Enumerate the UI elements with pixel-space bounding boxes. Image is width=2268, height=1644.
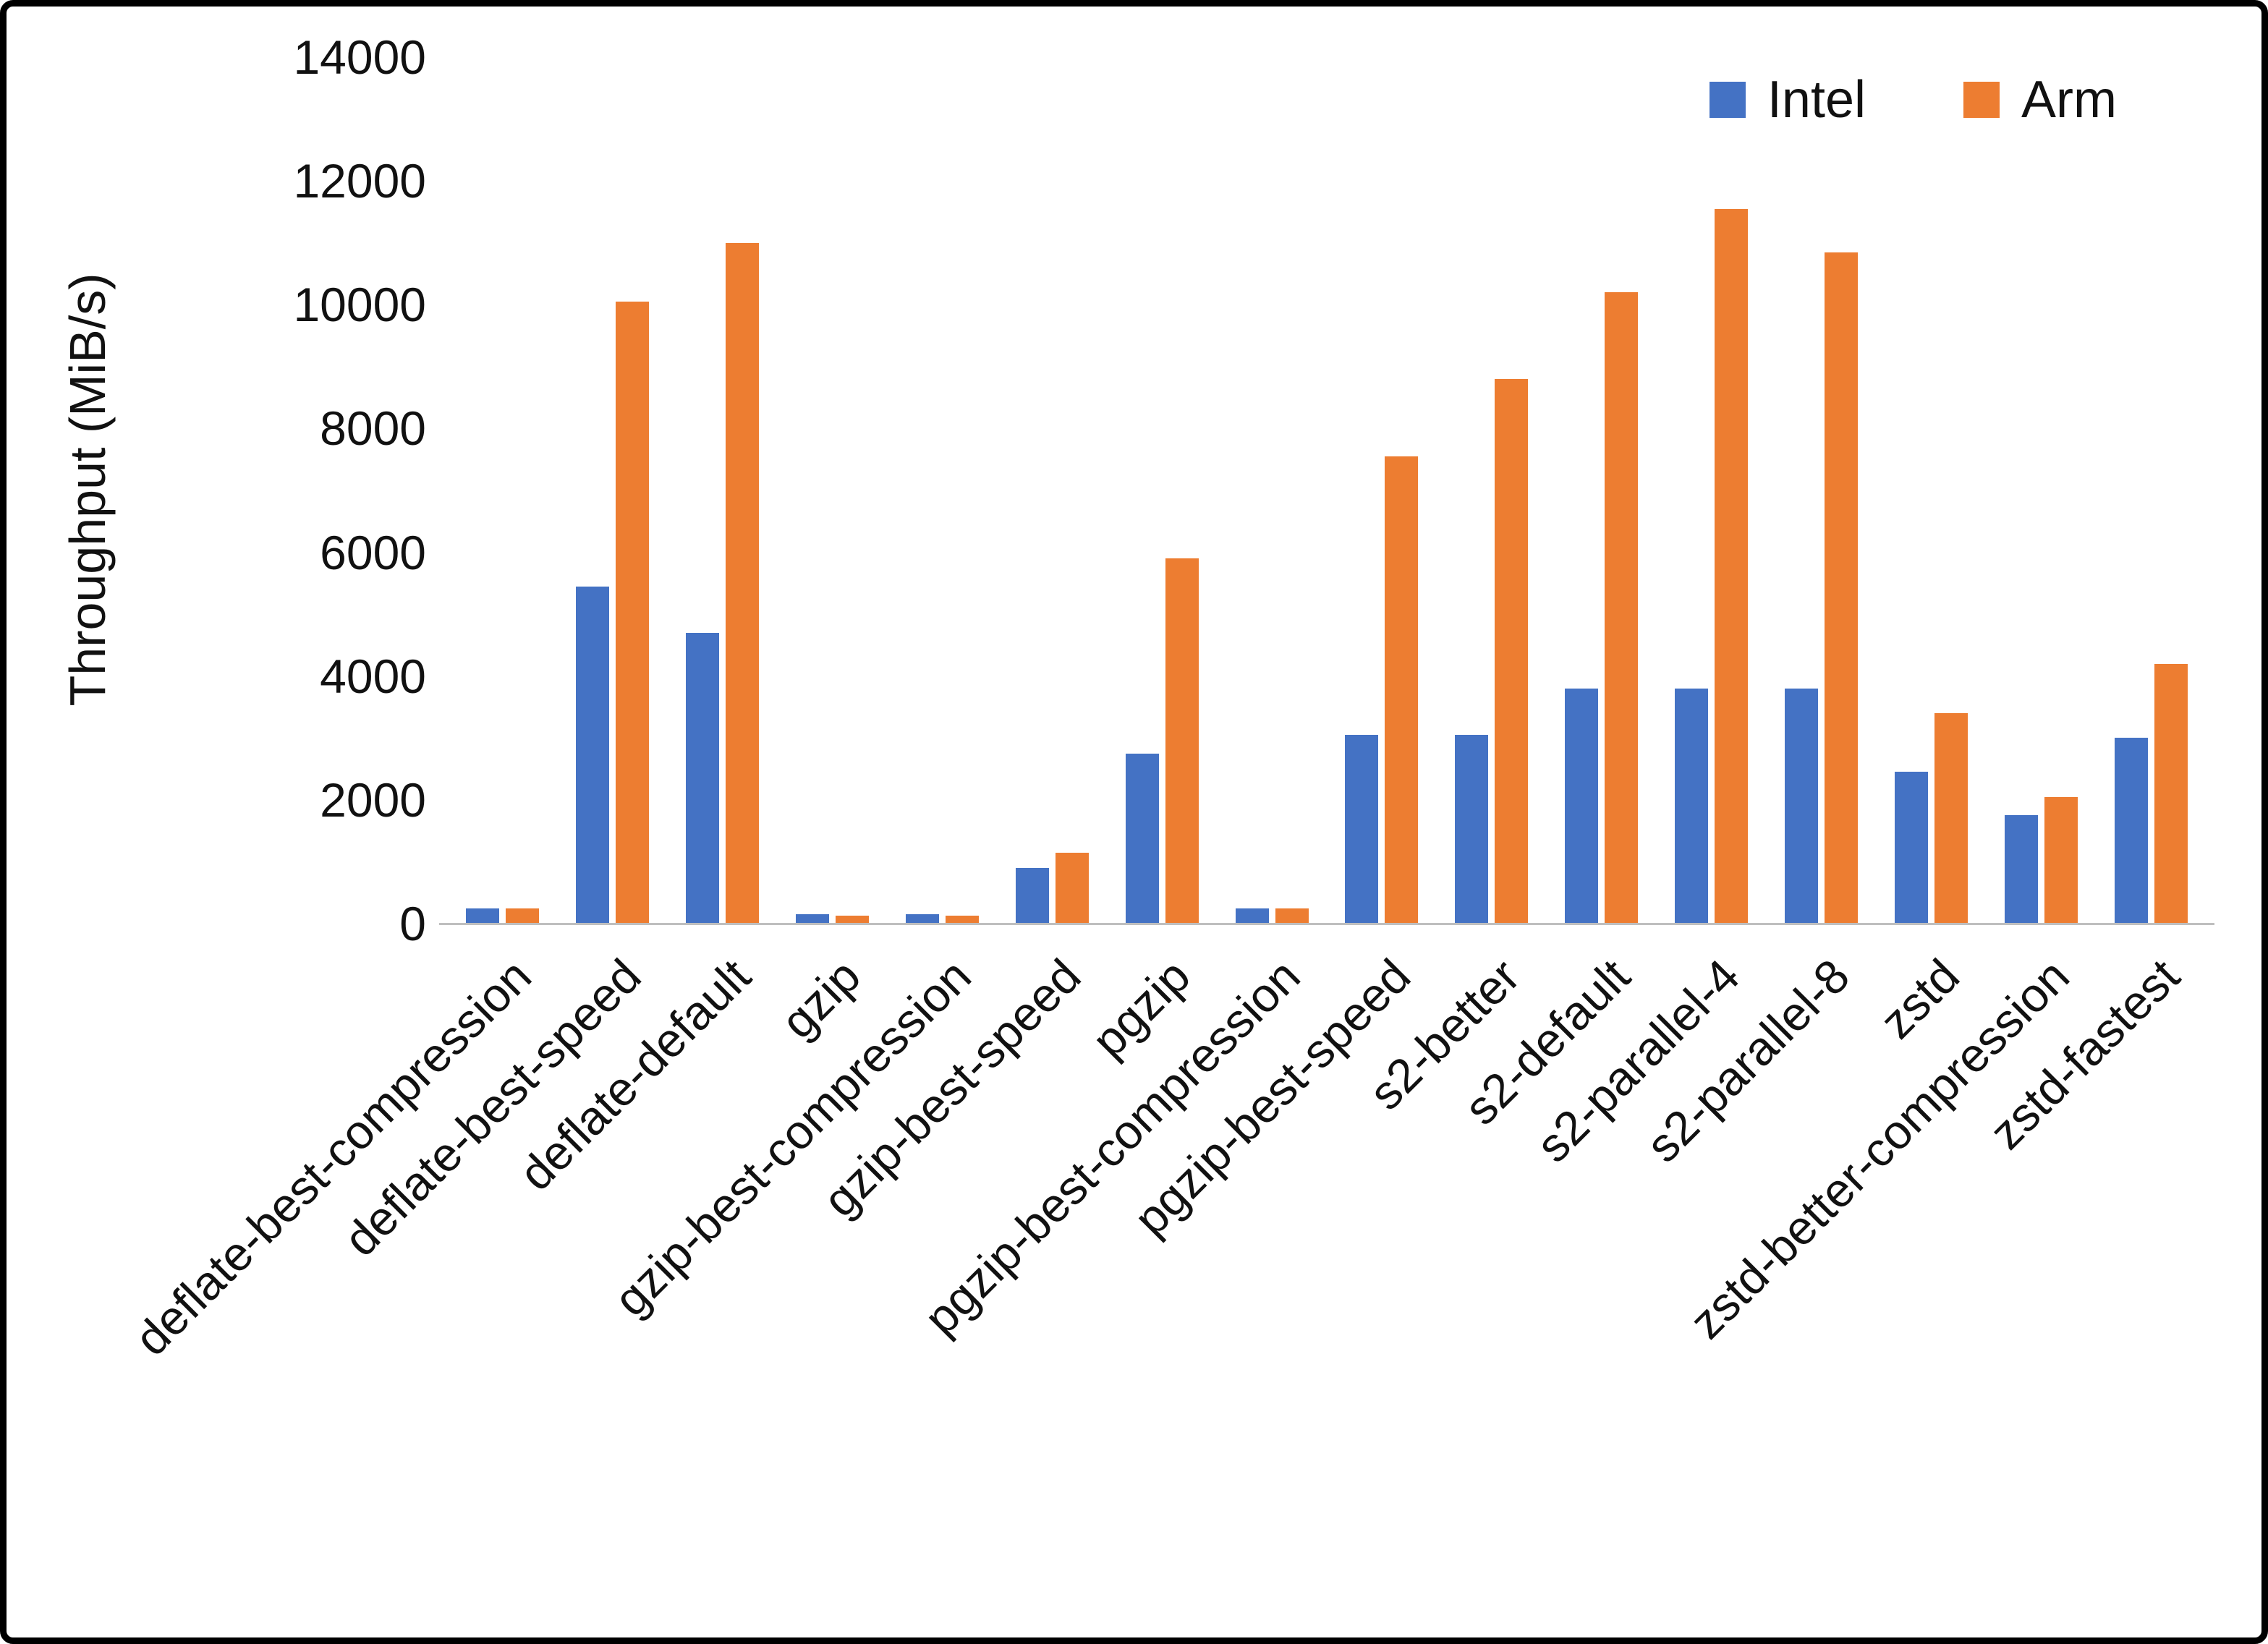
legend-swatch-intel [1709, 82, 1746, 118]
bar-intel-deflate-best-compression [466, 908, 500, 924]
bar-group-gzip-best-speed [997, 57, 1107, 924]
bar-group-zstd-better-compression [1986, 57, 2096, 924]
bar-intel-s2-parallel-8 [1784, 688, 1818, 924]
bar-group-s2-default [1547, 57, 1657, 924]
bar-group-gzip [778, 57, 888, 924]
bar-arm-deflate-best-compression [506, 908, 540, 924]
bar-intel-deflate-default [686, 632, 720, 924]
y-axis-tick: 14000 [293, 30, 426, 84]
bar-intel-pgzip-best-compression [1235, 908, 1269, 924]
legend: Intel Arm [1709, 70, 2117, 129]
bar-intel-zstd-fastest [2114, 738, 2148, 924]
y-axis-tick: 6000 [320, 525, 426, 579]
bar-arm-zstd-better-compression [2044, 796, 2078, 924]
legend-item-intel: Intel [1709, 70, 1866, 129]
x-axis-line [439, 923, 2214, 925]
y-axis: 0 2000 4000 6000 8000 10000 12000 14000 [180, 30, 426, 950]
y-axis-tick: 4000 [320, 649, 426, 703]
bar-group-pgzip-best-speed [1327, 57, 1437, 924]
bar-group-pgzip [1107, 57, 1217, 924]
bar-arm-gzip [836, 915, 870, 924]
plot-area [439, 57, 2214, 925]
bar-intel-pgzip [1125, 753, 1159, 924]
y-axis-tick: 0 [399, 897, 426, 950]
bar-intel-zstd [1894, 772, 1928, 924]
bar-arm-pgzip-best-compression [1275, 908, 1309, 924]
bar-group-deflate-default [668, 57, 778, 924]
y-axis-tick: 10000 [293, 278, 426, 332]
bars [448, 57, 2206, 924]
bar-intel-s2-better [1455, 735, 1489, 924]
bar-intel-s2-parallel-4 [1675, 688, 1709, 924]
bar-group-zstd-fastest [2096, 57, 2206, 924]
bar-arm-zstd-fastest [2154, 663, 2188, 924]
legend-label: Arm [2021, 71, 2117, 129]
legend-swatch-arm [1963, 82, 2000, 118]
bar-intel-pgzip-best-speed [1345, 735, 1379, 924]
bar-group-s2-parallel-4 [1657, 57, 1767, 924]
bar-arm-s2-default [1605, 292, 1639, 924]
bar-arm-gzip-best-compression [945, 915, 979, 924]
legend-label: Intel [1767, 71, 1866, 129]
bar-intel-s2-default [1565, 688, 1599, 924]
bar-group-s2-parallel-8 [1767, 57, 1877, 924]
bar-intel-zstd-better-compression [2004, 815, 2038, 924]
bar-intel-gzip [796, 914, 830, 924]
y-axis-tick: 12000 [293, 154, 426, 208]
bar-group-pgzip-best-compression [1217, 57, 1327, 924]
bar-group-deflate-best-compression [448, 57, 558, 924]
bar-arm-pgzip [1165, 558, 1199, 924]
bar-intel-deflate-best-speed [576, 586, 610, 924]
y-axis-tick: 2000 [320, 772, 426, 827]
bar-arm-s2-parallel-8 [1824, 252, 1858, 924]
bar-intel-gzip-best-speed [1015, 868, 1049, 924]
bar-arm-deflate-default [726, 242, 760, 924]
bar-arm-s2-better [1495, 378, 1529, 924]
bar-arm-deflate-best-speed [616, 302, 650, 924]
bar-group-zstd [1876, 57, 1986, 924]
bar-intel-gzip-best-compression [905, 914, 939, 924]
bar-group-deflate-best-speed [558, 57, 668, 924]
bar-arm-zstd [1934, 713, 1968, 924]
bar-arm-gzip-best-speed [1055, 852, 1089, 924]
y-axis-title: Throughput (MiB/s) [59, 273, 116, 707]
bar-arm-pgzip-best-speed [1385, 456, 1419, 924]
legend-item-arm: Arm [1963, 70, 2117, 129]
bar-arm-s2-parallel-4 [1715, 208, 1749, 924]
bar-group-s2-better [1437, 57, 1547, 924]
bar-group-gzip-best-compression [888, 57, 998, 924]
y-axis-tick: 8000 [320, 401, 426, 456]
